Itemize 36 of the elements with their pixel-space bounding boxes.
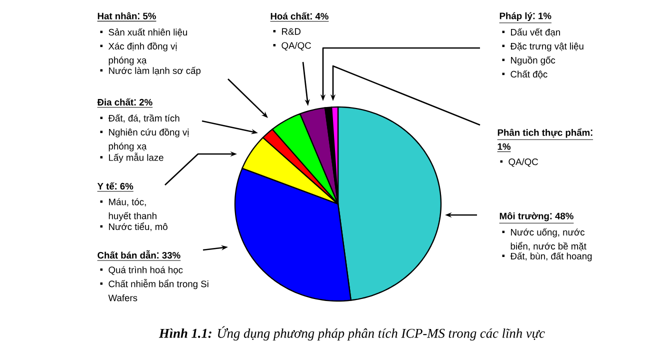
text: Chất độc — [510, 70, 548, 79]
text: Nước làm lạnh sơ cấp — [109, 66, 201, 76]
legend-label: Hat nhân — [98, 12, 137, 20]
text: Nước tiểu, mô — [109, 222, 168, 232]
text: R&D — [282, 28, 301, 35]
text: Đặc trưng vật liệu — [510, 42, 584, 52]
text: Lấy mẫu laze — [109, 152, 164, 163]
text: Nghiên cứu đồng vị phóng xạ — [108, 128, 189, 152]
legend-label: Hoá chất — [270, 12, 310, 20]
text: Máu, tóc, huyết thanh — [108, 198, 156, 222]
text: Nước uống, nước biển, nước bề mặt — [510, 228, 586, 251]
data-label: 48% — [555, 212, 574, 220]
data-label: 1% — [538, 12, 552, 20]
text: Chất nhiễm bẩn trong Si Wafers — [108, 279, 208, 302]
data-label: 33% — [162, 252, 180, 259]
text: Đất, đá, trầm tích — [108, 114, 180, 123]
data-label: 5% — [143, 12, 156, 20]
text: Quá trình hoá học — [108, 266, 183, 275]
data-label: 4% — [315, 12, 328, 20]
text: Dấu vết đạn — [511, 28, 560, 37]
legend-label: Y tế — [97, 182, 114, 190]
text: QA/QC — [508, 158, 538, 167]
data-label: 2% — [139, 98, 152, 106]
legend-label: Đia chất — [97, 98, 134, 106]
text: QA/QC — [282, 42, 311, 50]
text: Đất, bùn, đất hoang — [510, 252, 592, 262]
data-label: 6% — [120, 182, 134, 190]
legend-label: Phân tich thực phẩm — [498, 128, 590, 138]
text: Sản xuất nhiên liệu — [108, 28, 188, 37]
data-label: 1% — [498, 143, 511, 150]
legend-label: Môi trường — [500, 212, 549, 222]
text: Hình 1.1: Ứng dụng phương pháp phân tích ICP-MS trong các lĩnh vực — [158, 326, 545, 341]
text: Xác định đồng vị phóng xạ — [108, 42, 177, 66]
legend-label: Chất bán dẫn — [98, 250, 156, 259]
text: Nguồn gốc — [511, 56, 556, 66]
legend-label: Pháp lý — [500, 12, 532, 22]
